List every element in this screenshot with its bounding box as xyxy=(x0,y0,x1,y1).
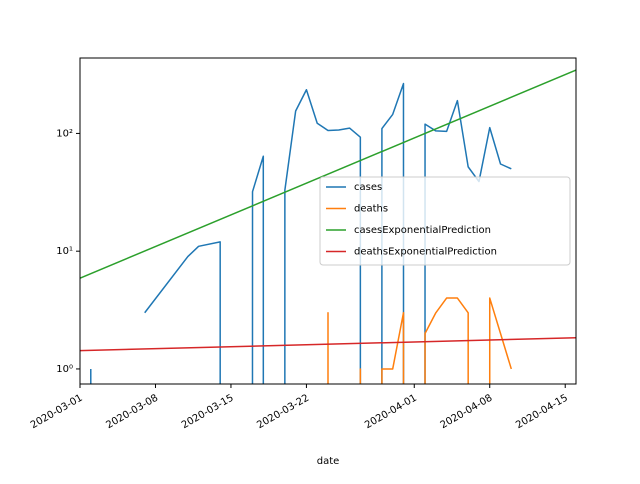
legend-label: cases xyxy=(354,182,382,193)
x-tick-label: 2020-04-08 xyxy=(439,393,495,432)
x-tick-label: 2020-03-22 xyxy=(255,393,311,432)
x-tick-label: 2020-03-08 xyxy=(104,393,160,432)
series-line xyxy=(80,69,576,279)
y-tick-label: 10¹ xyxy=(56,246,73,257)
y-tick-label: 10⁰ xyxy=(56,364,73,375)
legend-box xyxy=(319,176,571,266)
series-line xyxy=(327,297,513,384)
legend-label: deaths xyxy=(354,204,388,215)
y-tick-label: 10² xyxy=(56,128,73,139)
axes-frame xyxy=(79,57,577,385)
x-tick-label: 2020-04-15 xyxy=(514,393,570,432)
series-line xyxy=(80,337,576,352)
legend-label: deathsExponentialPrediction xyxy=(354,247,497,258)
x-tick-label: 2020-04-01 xyxy=(363,393,419,432)
x-tick-label: 2020-03-01 xyxy=(29,393,85,432)
legend-label: casesExponentialPrediction xyxy=(354,225,491,236)
plot-area xyxy=(80,69,576,384)
x-axis-label: date xyxy=(317,456,340,467)
x-tick-label: 2020-03-15 xyxy=(180,393,236,432)
series-line xyxy=(90,82,512,384)
